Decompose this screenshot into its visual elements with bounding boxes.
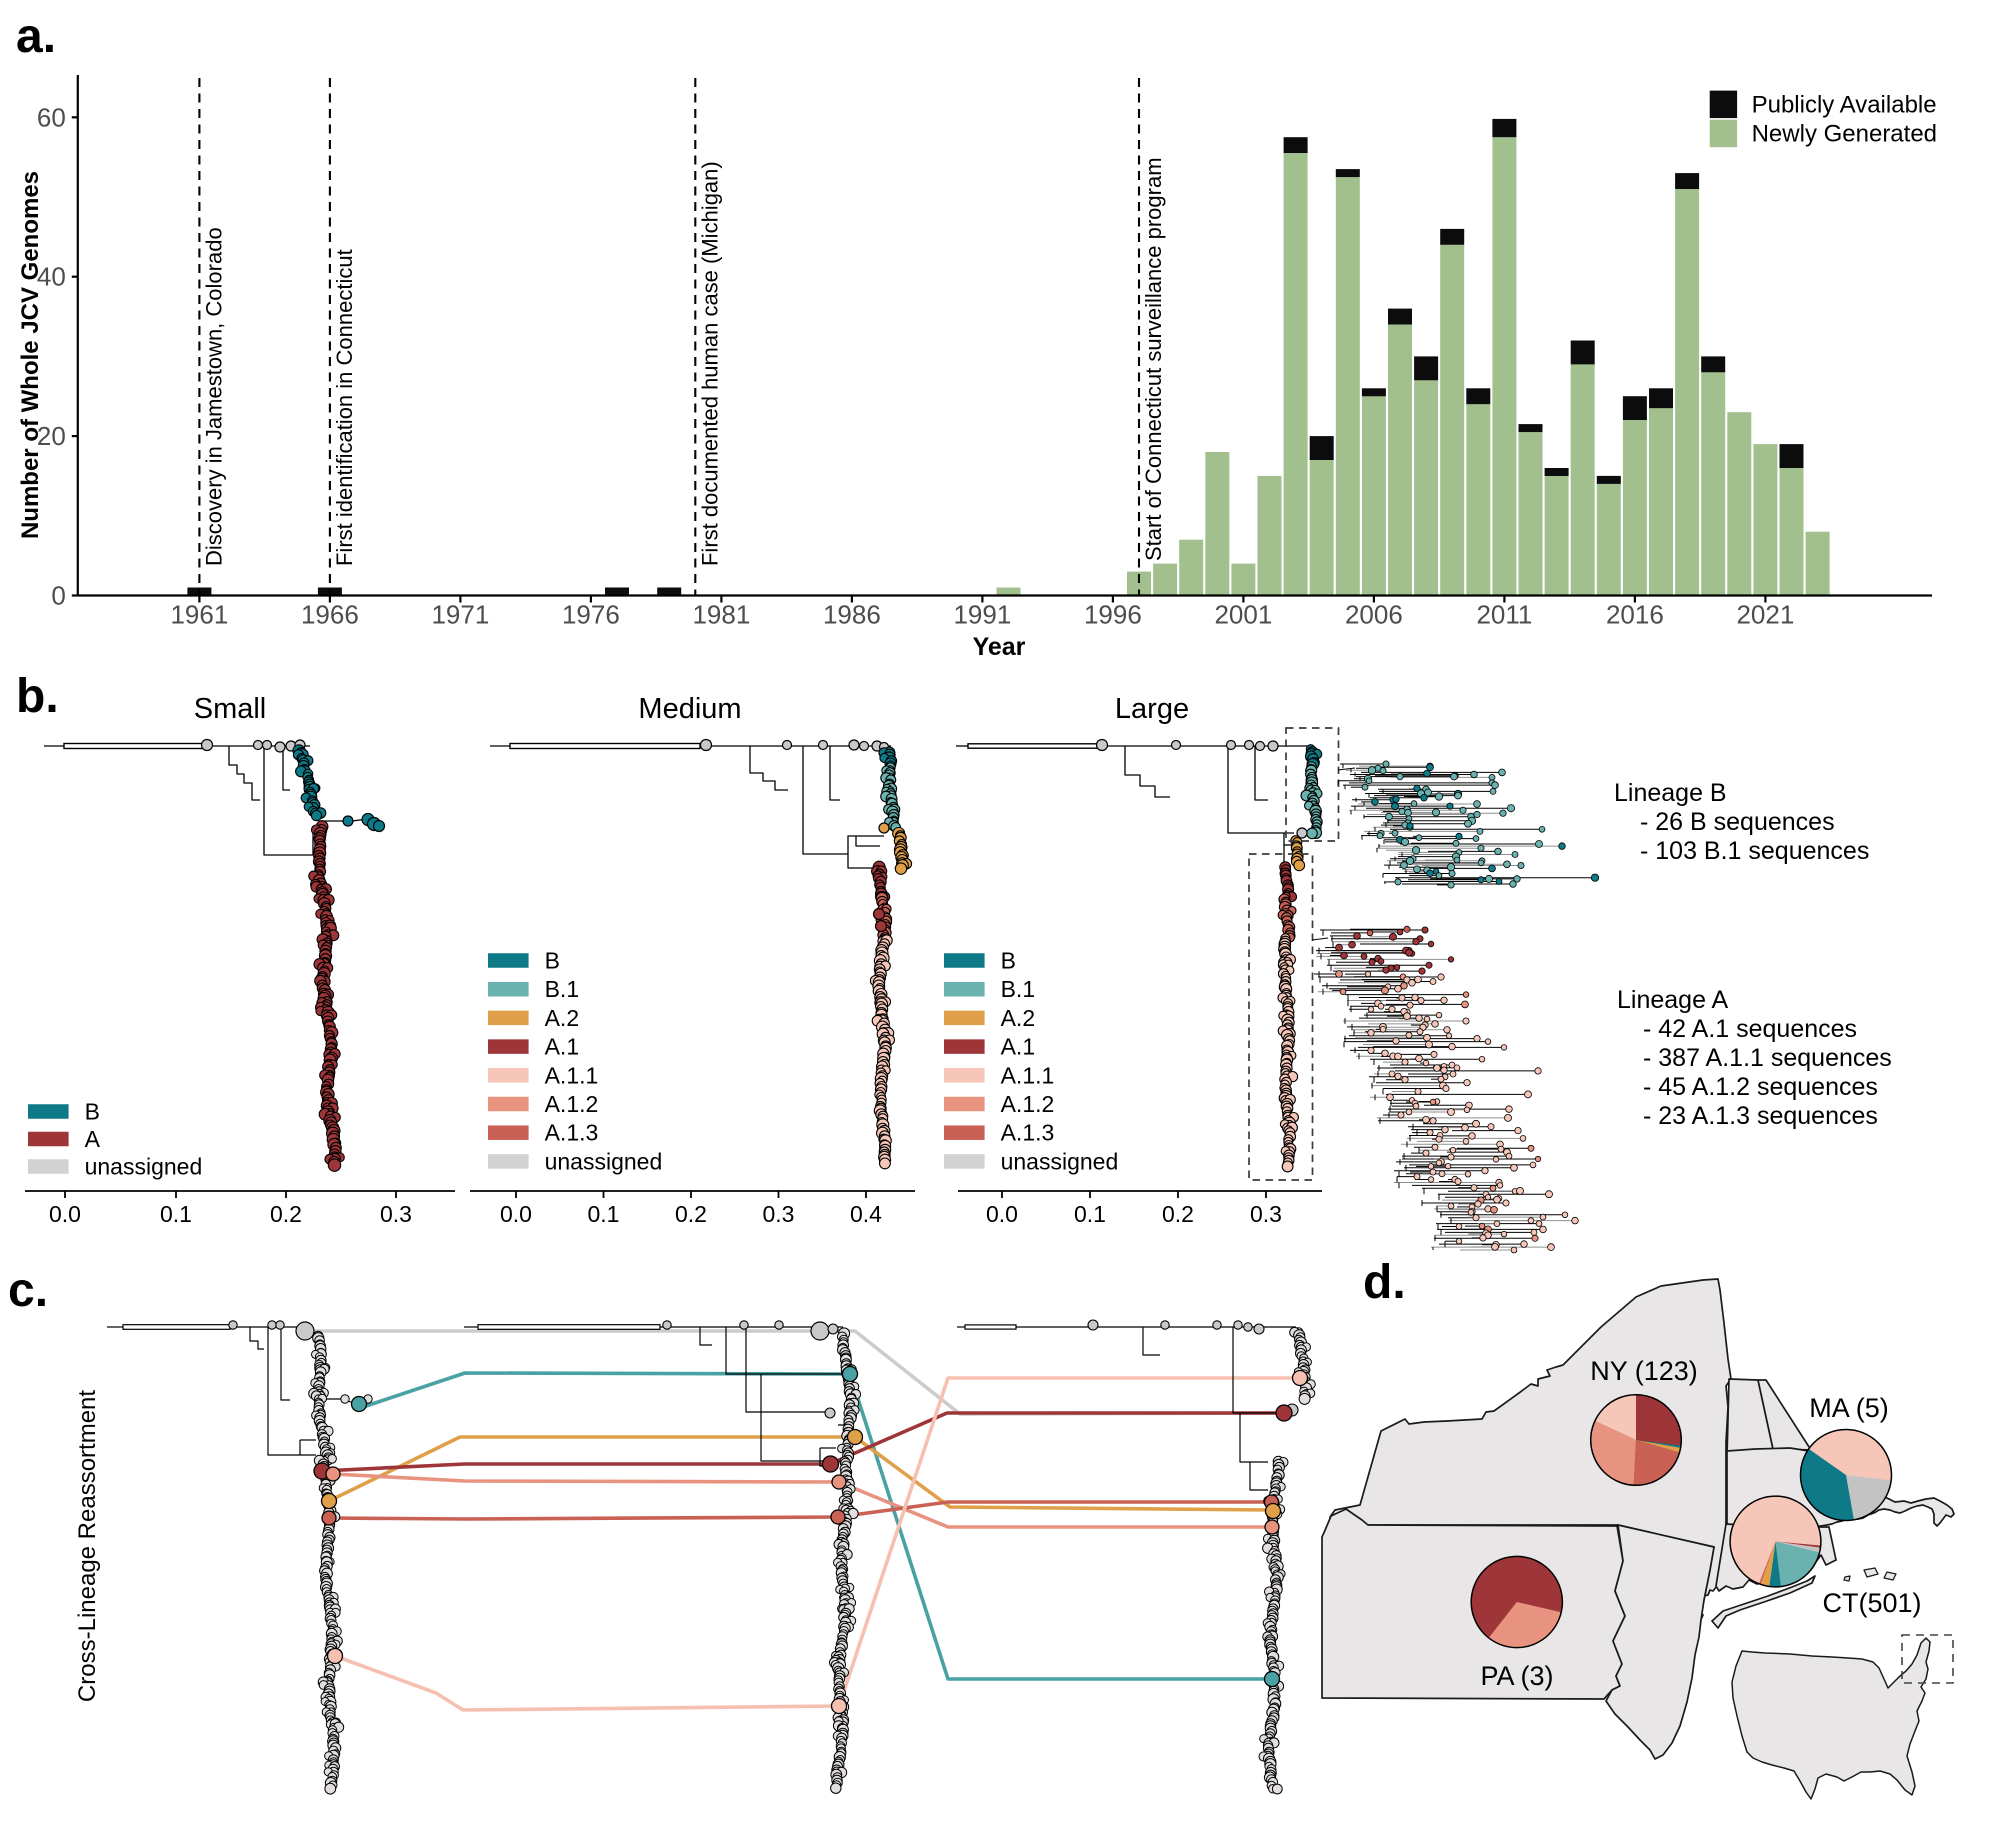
svg-text:PA (3): PA (3) (1480, 1661, 1553, 1691)
svg-text:Discovery in Jamestown, Colora: Discovery in Jamestown, Colorado (201, 227, 226, 566)
svg-text:A.1.3: A.1.3 (545, 1120, 599, 1146)
svg-text:A.2: A.2 (1001, 1005, 1036, 1031)
svg-text:- 103 B.1 sequences: - 103 B.1 sequences (1640, 837, 1869, 865)
svg-text:0.1: 0.1 (588, 1201, 620, 1227)
svg-text:1981: 1981 (692, 600, 750, 630)
svg-text:Publicly Available: Publicly Available (1752, 92, 1937, 119)
svg-text:B: B (1001, 948, 1016, 974)
svg-text:Number of Whole JCV Genomes: Number of Whole JCV Genomes (17, 171, 44, 539)
svg-text:0.3: 0.3 (380, 1201, 412, 1227)
svg-text:Lineage A: Lineage A (1617, 986, 1729, 1014)
svg-text:0.0: 0.0 (500, 1201, 532, 1227)
svg-text:2021: 2021 (1736, 600, 1794, 630)
svg-text:0.4: 0.4 (850, 1201, 882, 1227)
svg-text:1976: 1976 (562, 600, 620, 630)
svg-text:- 45 A.1.2 sequences: - 45 A.1.2 sequences (1643, 1073, 1878, 1101)
svg-text:1966: 1966 (301, 600, 359, 630)
svg-text:- 42 A.1 sequences: - 42 A.1 sequences (1643, 1015, 1857, 1043)
svg-text:A.2: A.2 (545, 1005, 580, 1031)
svg-text:- 26 B sequences: - 26 B sequences (1640, 808, 1835, 836)
svg-text:1996: 1996 (1084, 600, 1142, 630)
svg-text:A.1.1: A.1.1 (1001, 1062, 1055, 1088)
svg-text:First identification in Connec: First identification in Connecticut (332, 249, 357, 566)
svg-text:NY (123): NY (123) (1590, 1356, 1698, 1386)
svg-text:unassigned: unassigned (85, 1154, 203, 1180)
svg-text:1991: 1991 (953, 600, 1011, 630)
svg-text:0.1: 0.1 (1074, 1201, 1106, 1227)
svg-text:Cross-Lineage Reassortment: Cross-Lineage Reassortment (74, 1390, 101, 1702)
svg-text:- 387 A.1.1 sequences: - 387 A.1.1 sequences (1643, 1044, 1892, 1072)
svg-text:MA (5): MA (5) (1809, 1393, 1889, 1423)
svg-text:A.1.2: A.1.2 (545, 1091, 599, 1117)
svg-text:Medium: Medium (638, 693, 741, 725)
svg-text:Small: Small (194, 693, 267, 725)
svg-text:c.: c. (8, 1264, 48, 1317)
svg-text:0.0: 0.0 (49, 1201, 81, 1227)
svg-text:1986: 1986 (823, 600, 881, 630)
svg-text:0.3: 0.3 (763, 1201, 795, 1227)
svg-text:unassigned: unassigned (545, 1148, 663, 1174)
svg-text:CT(501): CT(501) (1822, 1588, 1921, 1618)
svg-text:0.2: 0.2 (1162, 1201, 1194, 1227)
svg-text:A.1: A.1 (1001, 1034, 1036, 1060)
svg-text:A.1.2: A.1.2 (1001, 1091, 1055, 1117)
svg-text:b.: b. (16, 670, 59, 723)
svg-text:0.2: 0.2 (270, 1201, 302, 1227)
svg-text:- 23 A.1.3 sequences: - 23 A.1.3 sequences (1643, 1102, 1878, 1130)
svg-text:d.: d. (1363, 1256, 1406, 1309)
svg-text:unassigned: unassigned (1001, 1148, 1119, 1174)
svg-text:0.1: 0.1 (160, 1201, 192, 1227)
svg-text:40: 40 (37, 262, 66, 292)
svg-text:A.1.3: A.1.3 (1001, 1120, 1055, 1146)
svg-text:Newly Generated: Newly Generated (1752, 121, 1937, 148)
svg-text:2001: 2001 (1214, 600, 1272, 630)
svg-text:A.1: A.1 (545, 1034, 580, 1060)
svg-text:60: 60 (37, 102, 66, 132)
svg-text:B: B (85, 1099, 100, 1125)
svg-text:B: B (545, 948, 560, 974)
svg-text:A: A (85, 1126, 101, 1152)
svg-text:Lineage B: Lineage B (1614, 779, 1727, 807)
svg-text:B.1: B.1 (1001, 976, 1036, 1002)
svg-text:0.2: 0.2 (675, 1201, 707, 1227)
svg-text:1961: 1961 (170, 600, 228, 630)
svg-text:2006: 2006 (1345, 600, 1403, 630)
svg-text:A.1.1: A.1.1 (545, 1062, 599, 1088)
svg-text:First documented human case (M: First documented human case (Michigan) (697, 161, 722, 566)
svg-text:0.0: 0.0 (986, 1201, 1018, 1227)
svg-text:2016: 2016 (1606, 600, 1664, 630)
svg-text:Large: Large (1115, 693, 1189, 725)
svg-text:20: 20 (37, 421, 66, 451)
svg-text:0.3: 0.3 (1250, 1201, 1282, 1227)
svg-text:B.1: B.1 (545, 976, 580, 1002)
svg-text:1971: 1971 (431, 600, 489, 630)
svg-text:Start of Connecticut surveilla: Start of Connecticut surveillance progra… (1141, 157, 1166, 561)
svg-text:Year: Year (973, 633, 1026, 661)
svg-text:2011: 2011 (1476, 600, 1532, 630)
svg-text:a.: a. (16, 10, 56, 63)
svg-text:0: 0 (51, 581, 65, 611)
